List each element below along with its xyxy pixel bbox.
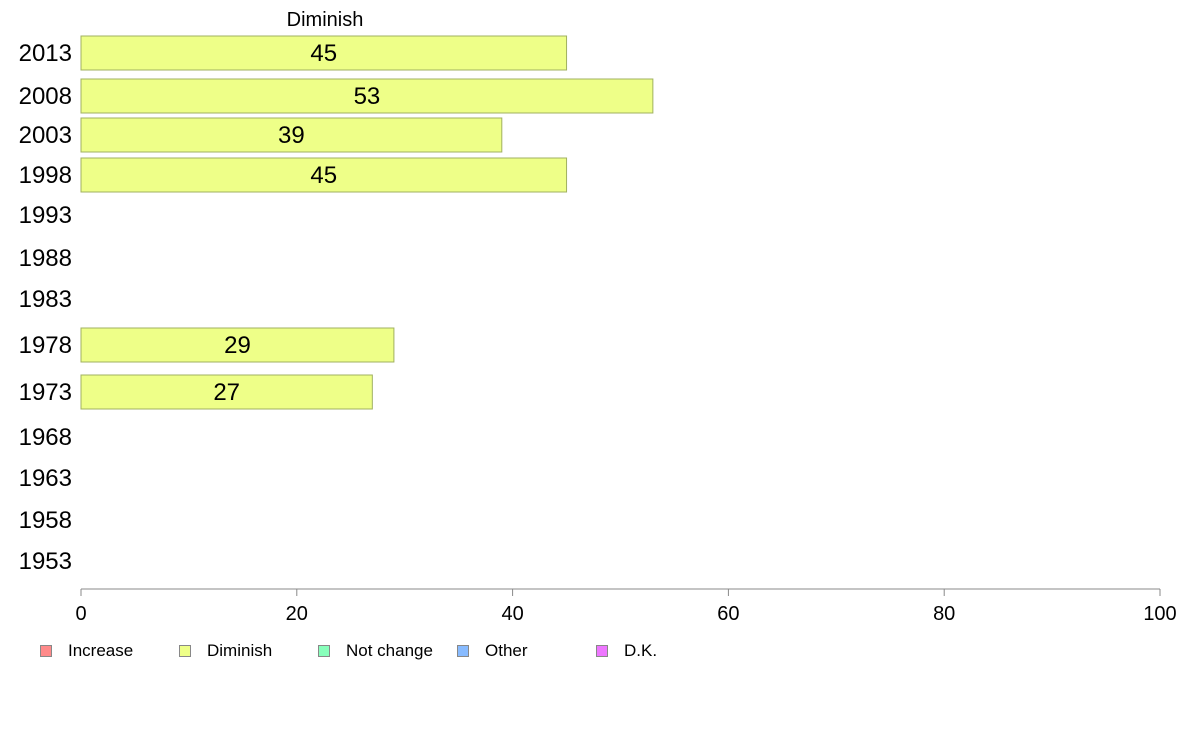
bar [80,78,654,114]
legend-label: Not change [346,641,433,660]
y-tick-label: 1953 [19,548,72,575]
legend-label: Diminish [207,641,273,660]
bar-value-label: 29 [224,332,251,359]
y-tick-label: 1978 [19,332,72,359]
bar-value-label: 53 [354,83,381,110]
chart-title: Diminish [287,9,364,31]
y-tick-label: 1998 [19,162,72,189]
bar [80,157,568,193]
legend-swatch-other [457,645,469,657]
legend-item-other: Other [457,641,528,661]
y-tick-label: 2003 [19,122,72,149]
y-tick-label: 1983 [19,286,72,313]
legend-item-diminish: Diminish [179,641,272,661]
bar-value-label: 45 [310,40,337,67]
legend-swatch-diminish [179,645,191,657]
y-tick-label: 1958 [19,507,72,534]
x-tick-label: 0 [75,603,86,625]
bar-chart: Diminish 2013 45 2008 53 2003 39 1998 45 1993 198… [19,9,1177,625]
bar [80,35,568,71]
bar [80,374,373,410]
x-tick-label: 20 [286,603,308,625]
y-tick-label: 1988 [19,245,72,272]
legend-swatch-dk [596,645,608,657]
legend-swatch-not-change [318,645,330,657]
legend-label: D.K. [624,641,658,660]
bar-value-label: 45 [310,162,337,189]
legend-label: Increase [68,641,134,660]
legend-label: Other [485,641,528,660]
x-tick-label: 80 [933,603,955,625]
x-tick-label: 60 [717,603,739,625]
bar-value-label: 39 [278,122,305,149]
y-tick-label: 1963 [19,465,72,492]
y-tick-label: 1973 [19,379,72,406]
legend-item-increase: Increase [40,641,133,661]
y-tick-label: 1968 [19,424,72,451]
y-tick-label: 2013 [19,40,72,67]
x-tick-label: 100 [1143,603,1176,625]
legend-item-not-change: Not change [318,641,433,661]
y-tick-label: 2008 [19,83,72,110]
bar-value-label: 27 [213,379,240,406]
bar [80,327,395,363]
legend-swatch-increase [40,645,52,657]
bar [80,117,503,153]
y-tick-label: 1993 [19,202,72,229]
legend-item-dk: D.K. [596,641,657,661]
x-tick-label: 40 [501,603,523,625]
